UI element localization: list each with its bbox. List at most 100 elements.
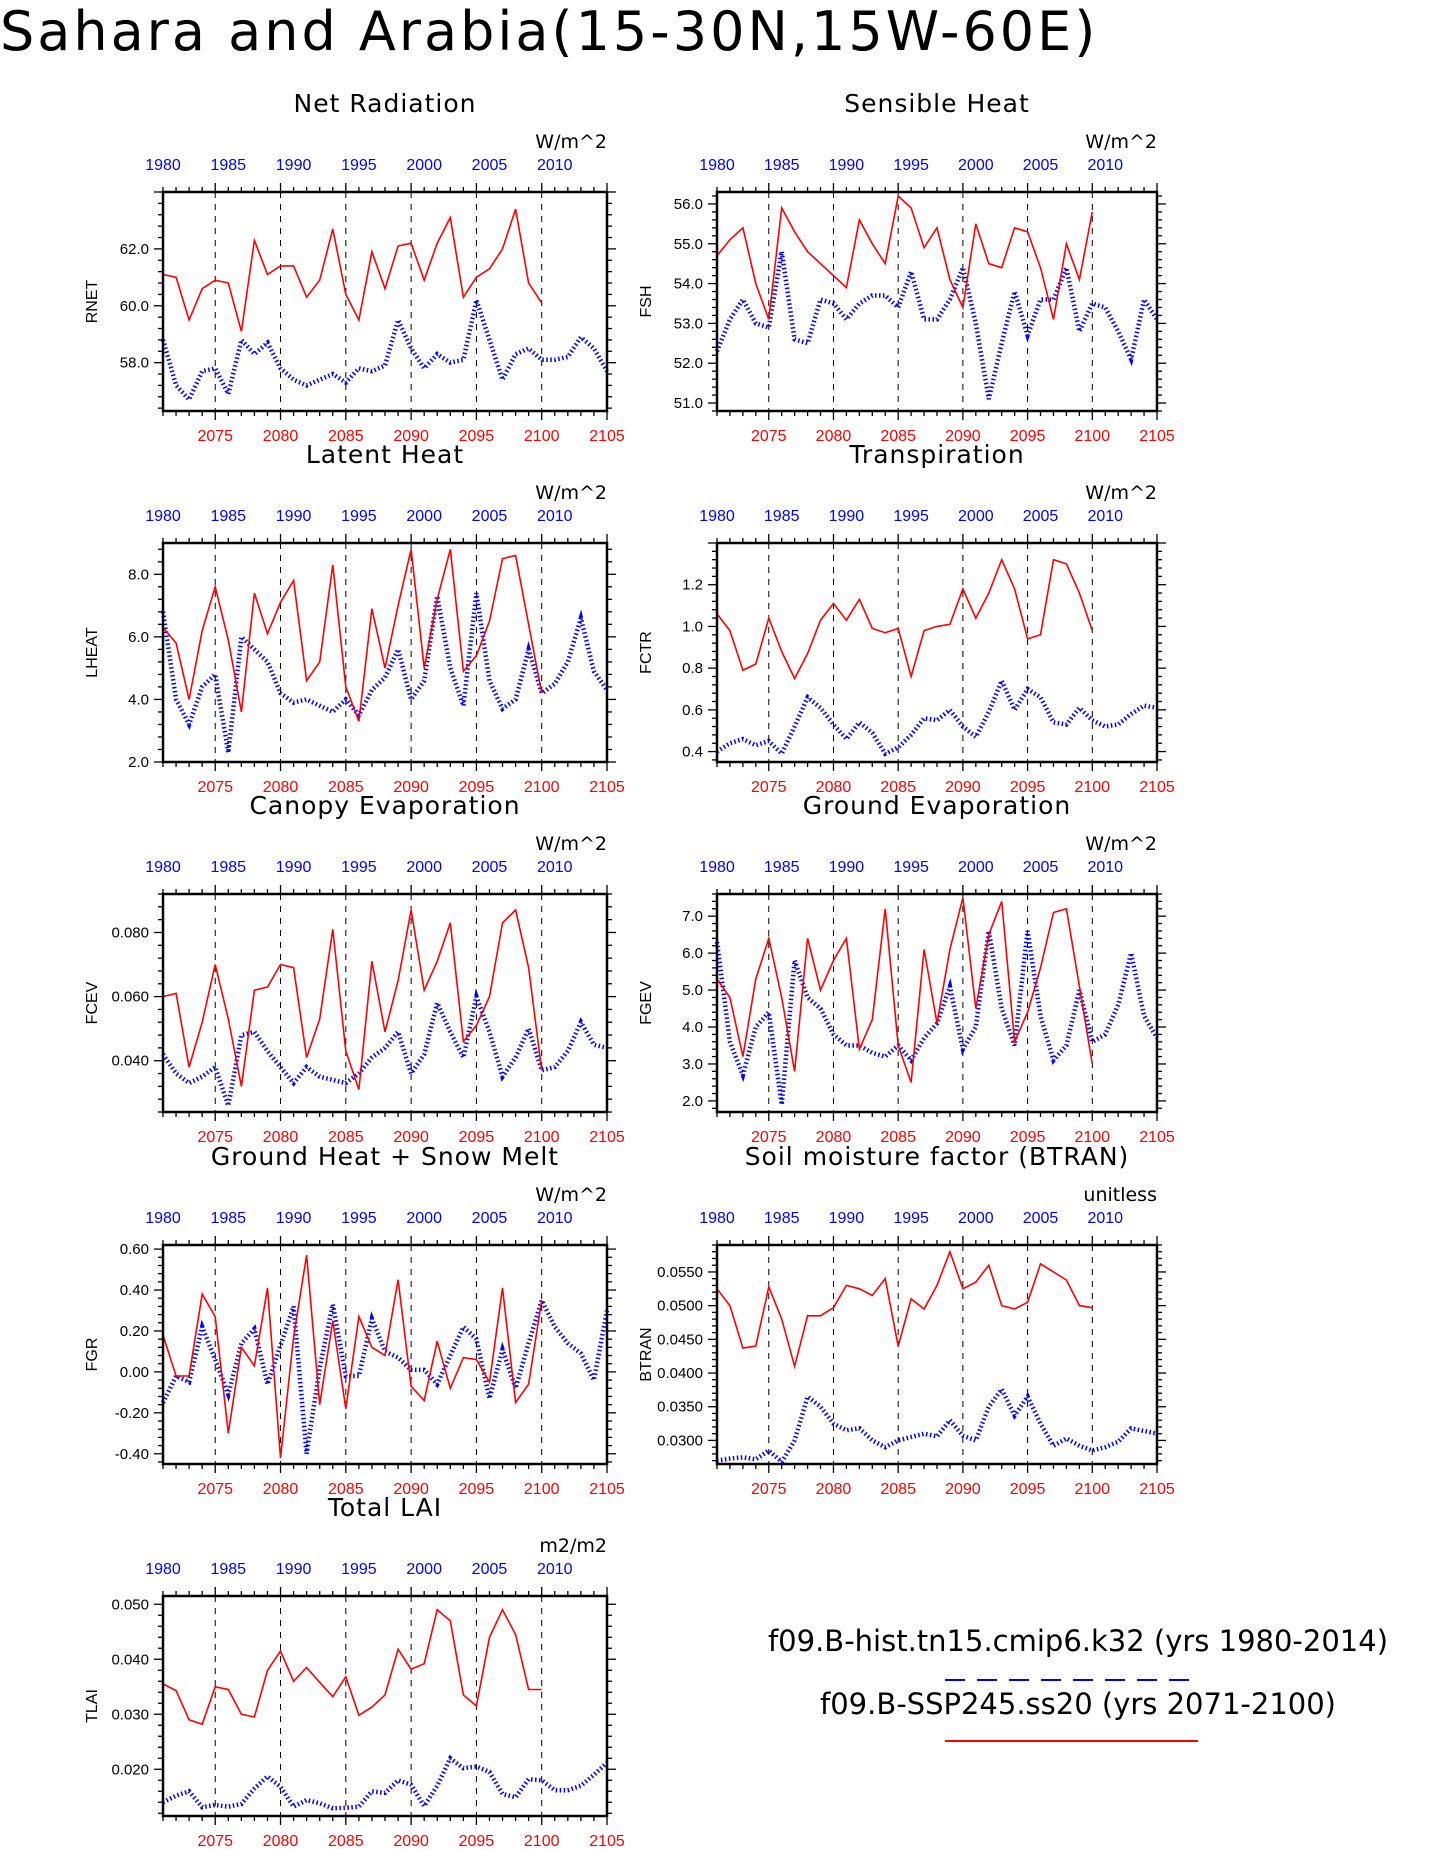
y-tick-label: 0.030 — [111, 1706, 149, 1723]
x-tick-label-top: 2005 — [1023, 859, 1059, 876]
y-tick-label: 4.0 — [128, 691, 149, 708]
x-tick-label-top: 2010 — [537, 859, 573, 876]
x-tick-label-bottom: 2085 — [880, 1129, 916, 1146]
x-tick-label-top: 2005 — [1023, 157, 1059, 174]
plot-frame — [715, 892, 1159, 1114]
y-tick-label: 55.0 — [674, 236, 703, 253]
x-tick-label-top: 1990 — [829, 157, 865, 174]
panel-title: Latent Heat — [306, 440, 464, 469]
x-tick-label-top: 1995 — [893, 157, 929, 174]
x-tick-label-top: 1990 — [829, 508, 865, 525]
y-tick-label: 6.0 — [128, 629, 149, 646]
y-tick-label: 5.0 — [682, 982, 703, 999]
units-label: m2/m2 — [539, 1535, 607, 1557]
y-tick-label: 56.0 — [674, 196, 703, 213]
x-tick-label-bottom: 2085 — [880, 1481, 916, 1498]
x-tick-label-bottom: 2075 — [197, 1481, 233, 1498]
y-tick-label: 0.0300 — [657, 1432, 703, 1449]
x-tick-label-top: 1985 — [210, 1210, 246, 1227]
x-tick-label-bottom: 2090 — [393, 1129, 429, 1146]
x-tick-label-top: 1995 — [341, 1561, 377, 1578]
panel-fgr: Ground Heat + Snow Melt W/m^2 FGR 2075 2080 2… — [84, 1142, 625, 1498]
x-tick-label-bottom: 2080 — [816, 1481, 852, 1498]
panel-title: Total LAI — [327, 1493, 442, 1522]
y-tick-label: 60.0 — [120, 298, 149, 315]
y-tick-label: 51.0 — [674, 395, 703, 412]
x-tick-label-top: 1990 — [276, 859, 312, 876]
x-tick-label-bottom: 2100 — [524, 1481, 560, 1498]
panel-title: Ground Heat + Snow Melt — [211, 1142, 559, 1171]
x-tick-label-top: 1995 — [893, 859, 929, 876]
x-tick-label-bottom: 2075 — [751, 1129, 787, 1146]
x-tick-label-top: 1980 — [145, 859, 181, 876]
y-tick-label: -0.40 — [115, 1446, 149, 1463]
units-label: W/m^2 — [535, 131, 607, 153]
x-tick-label-top: 1990 — [829, 1210, 865, 1227]
panel-title: Ground Evaporation — [803, 791, 1071, 820]
units-label: W/m^2 — [1085, 131, 1157, 153]
x-tick-label-top: 1995 — [341, 508, 377, 525]
x-tick-label-bottom: 2090 — [945, 428, 981, 445]
x-tick-label-top: 2010 — [1087, 508, 1123, 525]
plot-frame — [715, 190, 1159, 413]
panel-fgev: Ground Evaporation W/m^2 FGEV 2075 2080 2085 2… — [638, 791, 1175, 1146]
figure-title: Sahara and Arabia(15-30N,15W-60E) — [0, 0, 1098, 63]
x-tick-label-bottom: 2080 — [263, 1129, 299, 1146]
series-ssp-line — [716, 557, 1094, 681]
y-axis-label: BTRAN — [638, 1327, 655, 1381]
x-tick-label-top: 2010 — [1087, 1210, 1123, 1227]
y-tick-label: 0.060 — [111, 989, 149, 1006]
series-ssp-line — [716, 897, 1094, 1083]
y-axis-label: LHEAT — [84, 627, 101, 678]
x-tick-label-bottom: 2080 — [263, 1481, 299, 1498]
x-tick-label-top: 2010 — [1087, 157, 1123, 174]
x-tick-label-bottom: 2105 — [1139, 1129, 1175, 1146]
x-tick-label-bottom: 2095 — [1010, 1481, 1046, 1498]
x-tick-label-top: 2010 — [537, 157, 573, 174]
x-tick-label-top: 1995 — [341, 859, 377, 876]
plot-frame — [161, 190, 609, 413]
x-tick-label-top: 1985 — [764, 157, 800, 174]
y-tick-label: 0.040 — [111, 1053, 149, 1070]
series-ssp-line — [716, 194, 1094, 320]
x-tick-label-bottom: 2105 — [589, 1833, 625, 1849]
x-tick-label-top: 1985 — [210, 157, 246, 174]
panel-fsh: Sensible Heat W/m^2 FSH 2075 2080 2085 2090 209… — [638, 89, 1175, 445]
panel-tlai: Total LAI m2/m2 TLAI 2075 2080 2085 2090 2095 21… — [84, 1493, 625, 1849]
x-tick-label-bottom: 2080 — [263, 1833, 299, 1849]
y-tick-label: 8.0 — [128, 566, 149, 583]
x-tick-label-top: 2010 — [537, 1561, 573, 1578]
x-tick-label-top: 1995 — [341, 157, 377, 174]
x-tick-label-top: 1985 — [764, 508, 800, 525]
y-tick-label: 0.6 — [682, 702, 703, 719]
x-tick-label-bottom: 2080 — [816, 779, 852, 796]
series-ssp-line — [162, 549, 543, 722]
plot-frame — [715, 541, 1159, 764]
units-label: W/m^2 — [1085, 482, 1157, 504]
x-tick-label-bottom: 2075 — [197, 428, 233, 445]
x-tick-label-top: 1980 — [145, 1561, 181, 1578]
x-tick-label-bottom: 2080 — [263, 779, 299, 796]
x-tick-label-bottom: 2105 — [589, 1481, 625, 1498]
units-label: W/m^2 — [535, 1184, 607, 1206]
y-tick-label: 2.0 — [682, 1093, 703, 1110]
panel-title: Sensible Heat — [844, 89, 1030, 118]
x-tick-label-bottom: 2105 — [1139, 1481, 1175, 1498]
x-tick-label-bottom: 2075 — [751, 779, 787, 796]
x-tick-label-top: 1980 — [145, 508, 181, 525]
y-axis-label: FSH — [638, 286, 655, 318]
plot-frame — [161, 1243, 609, 1466]
x-tick-label-top: 2000 — [406, 1210, 442, 1227]
series-ssp-line — [162, 1255, 543, 1458]
series-hist-line — [714, 251, 1159, 400]
plot-frame — [161, 541, 609, 764]
x-tick-label-top: 1990 — [276, 1210, 312, 1227]
series-ssp-line — [162, 1608, 542, 1726]
y-tick-label: 0.20 — [120, 1323, 149, 1340]
x-tick-label-bottom: 2085 — [328, 1833, 364, 1849]
legend-label: f09.B-hist.tn15.cmip6.k32 (yrs 1980-2014… — [768, 1624, 1388, 1658]
y-tick-label: -0.20 — [115, 1405, 149, 1422]
series-ssp-line — [162, 208, 543, 332]
panel-title: Net Radiation — [294, 89, 477, 118]
